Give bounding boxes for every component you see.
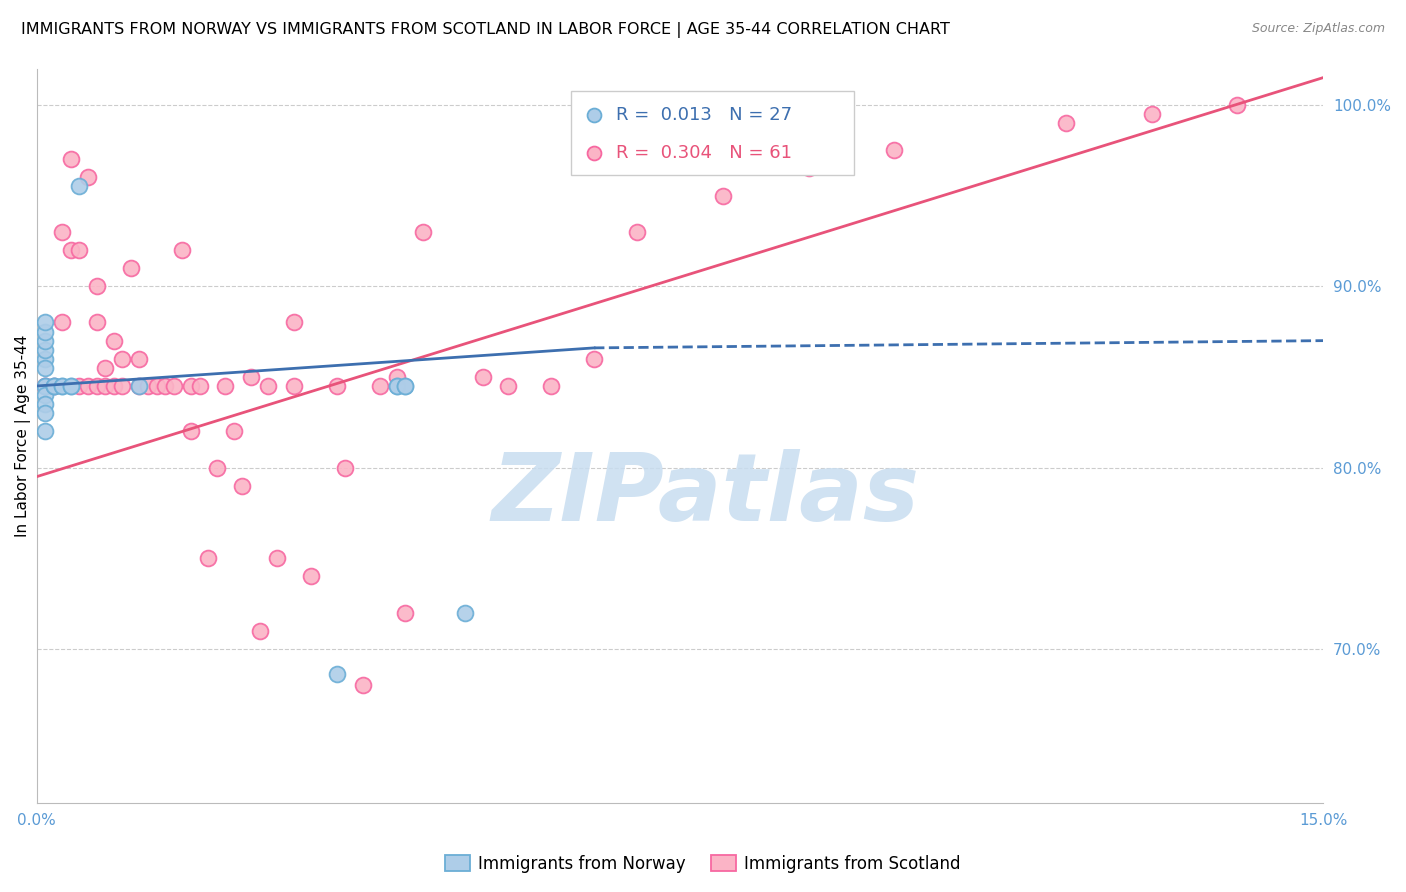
Point: [34, 379, 56, 393]
Point: [471, 370, 494, 384]
Point: [626, 225, 648, 239]
Point: [540, 379, 562, 393]
Point: [394, 379, 416, 393]
Point: [120, 261, 142, 276]
Point: [222, 425, 245, 439]
Point: [42, 379, 65, 393]
Point: [155, 379, 177, 393]
Point: [69, 243, 91, 257]
Point: [883, 143, 905, 157]
Point: [86, 379, 108, 393]
Point: [86, 279, 108, 293]
Point: [385, 379, 408, 393]
Point: [128, 379, 150, 393]
Text: IMMIGRANTS FROM NORWAY VS IMMIGRANTS FROM SCOTLAND IN LABOR FORCE | AGE 35-44 CO: IMMIGRANTS FROM NORWAY VS IMMIGRANTS FRO…: [21, 22, 950, 38]
Point: [1054, 116, 1077, 130]
Point: [1140, 107, 1163, 121]
Point: [59, 379, 82, 393]
Point: [797, 161, 820, 176]
Point: [34, 388, 56, 402]
Point: [34, 351, 56, 366]
Point: [42, 379, 65, 393]
Point: [214, 379, 236, 393]
Point: [42, 379, 65, 393]
Point: [34, 343, 56, 357]
Point: [283, 379, 305, 393]
Point: [51, 379, 73, 393]
Point: [394, 379, 416, 393]
Point: [42, 379, 65, 393]
Legend: Immigrants from Norway, Immigrants from Scotland: Immigrants from Norway, Immigrants from …: [439, 848, 967, 880]
Text: ZIPatlas: ZIPatlas: [492, 449, 920, 541]
Point: [86, 316, 108, 330]
Point: [77, 379, 100, 393]
Point: [257, 379, 280, 393]
Point: [34, 360, 56, 375]
Point: [180, 425, 202, 439]
Point: [352, 678, 374, 692]
Point: [34, 334, 56, 348]
FancyBboxPatch shape: [571, 91, 853, 175]
Point: [51, 379, 73, 393]
Text: R =  0.304   N = 61: R = 0.304 N = 61: [616, 144, 792, 162]
Point: [59, 153, 82, 167]
Point: [368, 379, 391, 393]
Point: [711, 188, 734, 202]
Point: [326, 379, 349, 393]
Point: [34, 316, 56, 330]
Point: [103, 334, 125, 348]
Point: [145, 379, 167, 393]
Point: [205, 460, 228, 475]
Point: [180, 379, 202, 393]
Point: [249, 624, 271, 638]
Y-axis label: In Labor Force | Age 35-44: In Labor Force | Age 35-44: [15, 334, 31, 537]
Point: [454, 606, 477, 620]
Point: [77, 170, 100, 185]
Point: [163, 379, 186, 393]
Point: [34, 379, 56, 393]
Point: [51, 316, 73, 330]
Point: [385, 370, 408, 384]
Point: [51, 225, 73, 239]
Point: [94, 379, 117, 393]
Point: [34, 379, 56, 393]
Point: [283, 316, 305, 330]
Point: [335, 460, 357, 475]
Point: [103, 379, 125, 393]
Point: [94, 360, 117, 375]
Point: [326, 667, 349, 681]
Point: [34, 406, 56, 420]
Point: [111, 379, 134, 393]
Point: [136, 379, 159, 393]
Point: [69, 179, 91, 194]
Point: [128, 379, 150, 393]
Point: [240, 370, 263, 384]
Point: [1226, 97, 1249, 112]
Point: [69, 379, 91, 393]
Point: [583, 351, 606, 366]
Point: [111, 351, 134, 366]
Point: [498, 379, 520, 393]
Point: [34, 397, 56, 411]
Text: R =  0.013   N = 27: R = 0.013 N = 27: [616, 106, 792, 124]
Point: [34, 325, 56, 339]
Point: [172, 243, 194, 257]
Point: [34, 379, 56, 393]
Point: [385, 379, 408, 393]
Text: Source: ZipAtlas.com: Source: ZipAtlas.com: [1251, 22, 1385, 36]
Point: [59, 243, 82, 257]
Point: [197, 551, 219, 566]
Point: [394, 606, 416, 620]
Point: [188, 379, 211, 393]
Point: [266, 551, 288, 566]
Point: [412, 225, 434, 239]
Point: [231, 479, 253, 493]
Point: [34, 425, 56, 439]
Point: [59, 379, 82, 393]
Point: [128, 351, 150, 366]
Point: [299, 569, 322, 583]
